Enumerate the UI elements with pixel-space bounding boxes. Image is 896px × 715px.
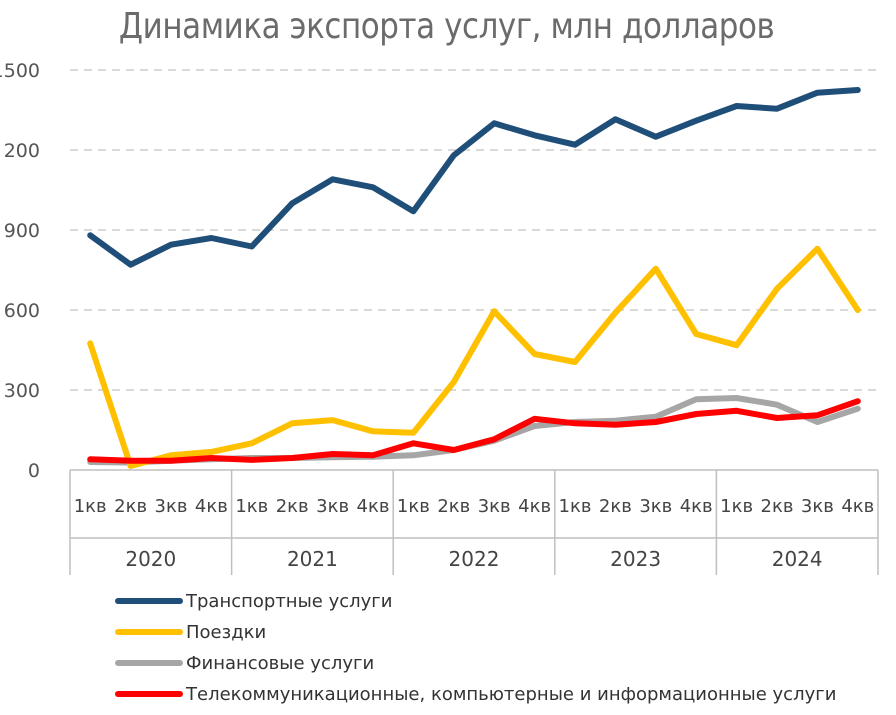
series-line-1 bbox=[87, 245, 861, 469]
grid-lines bbox=[70, 69, 878, 391]
x-tick-label: 3кв bbox=[478, 496, 511, 517]
x-tick-label: 2кв bbox=[114, 496, 147, 517]
chart-title: Динамика экспорта услуг, млн долларов bbox=[118, 6, 775, 47]
x-axis: 1кв 2кв 3кв 4кв 1кв 2кв 3кв 4кв 1кв 2кв 3кв 4кв 1кв 2… bbox=[69, 469, 879, 575]
x-tick-label: 3кв bbox=[801, 496, 834, 517]
y-axis-ticks: 0 300 600 900 1 200 1500 bbox=[0, 60, 40, 482]
x-tick-label: 4кв bbox=[518, 496, 551, 517]
x-tick-label: 2кв bbox=[276, 496, 309, 517]
y-tick-label: 600 bbox=[4, 300, 40, 322]
series-line-0 bbox=[87, 87, 861, 268]
y-tick-label: 0 bbox=[28, 460, 40, 482]
x-tick-label: 4кв bbox=[680, 496, 713, 517]
y-tick-label: 300 bbox=[4, 380, 40, 402]
year-label: 2022 bbox=[449, 547, 500, 571]
legend-label: Финансовые услуги bbox=[186, 653, 374, 674]
year-label: 2023 bbox=[610, 547, 661, 571]
x-tick-label: 3кв bbox=[316, 496, 349, 517]
series-line-3 bbox=[87, 398, 861, 464]
series-lines bbox=[87, 87, 861, 469]
x-tick-label: 1кв bbox=[235, 496, 268, 517]
y-tick-label: 1 200 bbox=[0, 140, 40, 162]
legend-label: Поездки bbox=[186, 622, 266, 643]
y-tick-label: 1500 bbox=[0, 60, 40, 82]
x-tick-label: 2кв bbox=[761, 496, 794, 517]
year-label: 2024 bbox=[772, 547, 823, 571]
x-tick-label: 1кв bbox=[720, 496, 753, 517]
x-tick-label: 1кв bbox=[74, 496, 107, 517]
x-tick-label: 4кв bbox=[195, 496, 228, 517]
x-tick-label: 4кв bbox=[357, 496, 390, 517]
x-tick-label: 3кв bbox=[639, 496, 672, 517]
legend: Транспортные услуги Поездки Финансовые усл… bbox=[115, 591, 836, 705]
legend-label: Телекоммуникационные, компьютерные и инф… bbox=[185, 684, 836, 705]
legend-label: Транспортные услуги bbox=[185, 591, 392, 612]
year-label: 2020 bbox=[125, 547, 176, 571]
x-tick-label: 1кв bbox=[397, 496, 430, 517]
x-tick-label: 2кв bbox=[599, 496, 632, 517]
year-label: 2021 bbox=[287, 547, 338, 571]
y-tick-label: 900 bbox=[4, 220, 40, 242]
x-tick-label: 1кв bbox=[559, 496, 592, 517]
x-tick-label: 2кв bbox=[437, 496, 470, 517]
x-tick-label: 4кв bbox=[841, 496, 874, 517]
x-tick-label: 3кв bbox=[155, 496, 188, 517]
